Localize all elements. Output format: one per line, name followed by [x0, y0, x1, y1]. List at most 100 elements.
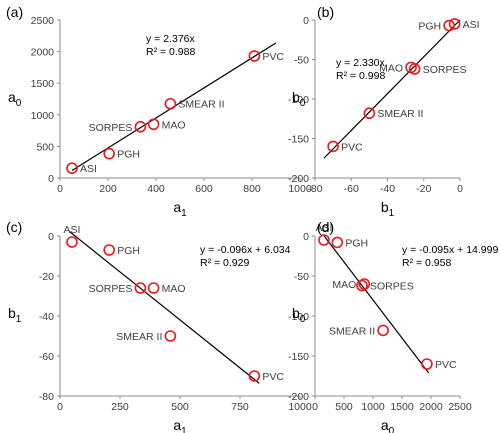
point-label: SMEAR II	[178, 99, 224, 111]
point-label: PGH	[418, 21, 441, 33]
x-axis-label: b1	[381, 199, 395, 219]
data-point-pvc	[248, 370, 261, 382]
x-tick-label: 600	[195, 183, 213, 195]
point-label: PVC	[262, 371, 284, 383]
data-point-pgh	[443, 19, 455, 32]
fit-line	[323, 19, 461, 159]
regression-annotation: R² = 0.998	[336, 70, 385, 82]
x-tick-label: -20	[416, 183, 431, 195]
x-tick-label: 250	[111, 401, 129, 413]
point-label: MAO	[162, 119, 186, 131]
point-label: SMEAR II	[116, 331, 162, 343]
data-point-pgh	[331, 236, 344, 249]
y-tick-label: -50	[294, 271, 309, 283]
panel-d: 0 500 1000 1500 2000 2500 -200 -150 -100 -50 0 ASI P…	[288, 219, 498, 433]
regression-annotation: y = 2.330x	[336, 57, 385, 69]
fit-line	[323, 235, 430, 374]
data-point-sorpes	[356, 279, 368, 292]
regression-annotation: y = 2.376x	[146, 33, 195, 45]
data-point-mao	[358, 278, 371, 290]
panel-a: 0 200 400 600 800 1000 0 500 1000 1500 2000 2500 ASI…	[6, 4, 312, 219]
x-tick-label: 0	[57, 401, 63, 413]
x-axis-label: a1	[173, 199, 187, 219]
data-point-smear-ii	[164, 97, 177, 110]
point-label: ASI	[80, 163, 97, 175]
data-point-smear-ii	[377, 324, 389, 337]
y-axis-label: b0	[292, 89, 306, 109]
point-label: ASI	[316, 222, 333, 234]
x-tick-label: 400	[147, 183, 165, 195]
y-tick-label: -200	[288, 391, 309, 403]
data-point-pvc	[421, 358, 433, 370]
y-tick-label: 0	[303, 15, 309, 27]
point-label: SMEAR II	[377, 108, 423, 120]
x-tick-label: 500	[335, 401, 353, 413]
x-tick-label: 2000	[419, 401, 443, 413]
x-axis-label: a1	[173, 417, 187, 433]
panel-label: (c)	[6, 219, 22, 235]
data-point-asi	[66, 162, 78, 175]
point-label: PVC	[435, 359, 457, 371]
x-tick-label: 1000	[288, 183, 312, 195]
x-tick-label: 750	[231, 401, 249, 413]
y-tick-label: -150	[288, 351, 309, 363]
x-tick-label: 1500	[390, 401, 414, 413]
regression-annotation: R² = 0.929	[200, 257, 249, 269]
x-tick-label: 0	[312, 401, 318, 413]
point-label: PGH	[117, 245, 140, 257]
y-tick-label: 0	[48, 173, 54, 185]
point-label: PGH	[345, 237, 368, 249]
y-tick-label: -60	[39, 351, 54, 363]
y-tick-label: -200	[288, 173, 309, 185]
data-point-smear-ii	[164, 330, 177, 342]
point-label: ASI	[463, 19, 480, 31]
panel-label: (a)	[6, 4, 23, 20]
panel-label: (d)	[317, 219, 334, 235]
y-tick-label: 1500	[31, 78, 55, 90]
fit-line	[69, 231, 260, 384]
y-tick-label: -100	[288, 94, 309, 106]
y-axis-label: a0	[8, 89, 22, 109]
point-label: SORPES	[89, 122, 133, 134]
data-point-pvc	[327, 140, 339, 153]
data-point-smear-ii	[363, 107, 376, 120]
data-point-asi	[448, 18, 461, 30]
x-tick-label: 0	[57, 183, 63, 195]
data-point-pgh	[103, 244, 115, 256]
data-point-asi	[66, 236, 78, 248]
point-label: MAO	[332, 279, 356, 291]
y-tick-label: 2000	[31, 47, 55, 59]
point-label: SORPES	[89, 283, 133, 295]
data-point-sorpes	[134, 121, 147, 133]
y-tick-label: 2500	[31, 15, 55, 27]
x-axis-label: a0	[381, 417, 395, 433]
point-label: PVC	[262, 51, 284, 63]
data-point-sorpes	[408, 63, 421, 75]
point-label: PGH	[117, 149, 140, 161]
panel-label: (b)	[317, 4, 334, 20]
point-label: SORPES	[423, 64, 467, 76]
x-tick-label: 0	[457, 183, 463, 195]
data-point-mao	[147, 282, 160, 294]
point-label: ASI	[64, 224, 81, 236]
x-tick-label: 200	[99, 183, 117, 195]
regression-annotation: y = -0.095x + 14.999	[402, 244, 498, 256]
x-tick-label: 1000	[288, 401, 312, 413]
regression-annotation: R² = 0.958	[402, 257, 451, 269]
point-label: SORPES	[370, 281, 414, 293]
y-tick-label: -100	[288, 311, 309, 323]
x-tick-label: 800	[243, 183, 261, 195]
x-tick-label: 2500	[448, 401, 472, 413]
y-tick-label: -40	[39, 311, 54, 323]
point-label: PVC	[341, 141, 363, 153]
regression-annotation: R² = 0.988	[146, 46, 195, 58]
y-axis-label: b1	[8, 305, 22, 325]
x-tick-label: -60	[344, 183, 359, 195]
x-tick-label: -80	[307, 183, 322, 195]
x-tick-label: 1000	[361, 401, 385, 413]
regression-annotation: y = -0.096x + 6.034	[200, 244, 291, 256]
